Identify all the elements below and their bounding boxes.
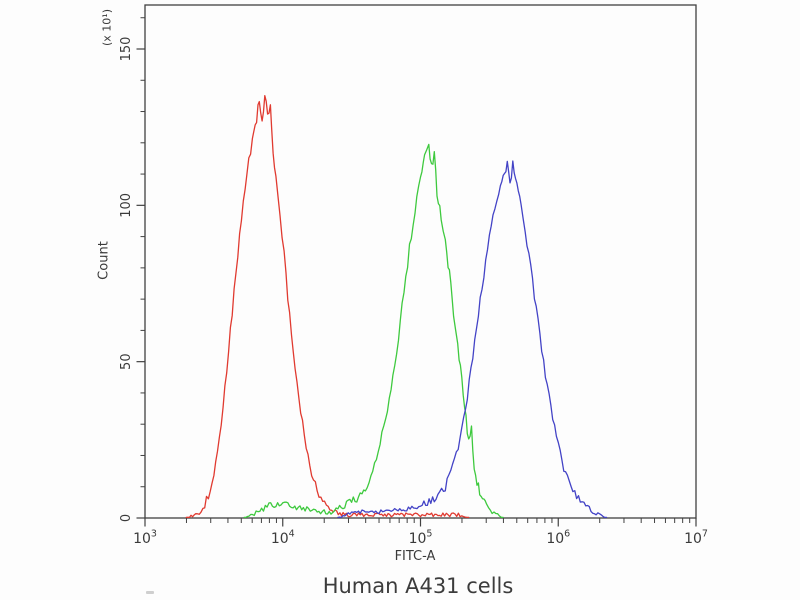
crop-artifact-mark	[146, 591, 154, 594]
series-green-curve	[243, 143, 504, 519]
x-tick-label: 106	[546, 529, 570, 548]
series-red-curve	[185, 95, 470, 519]
y-tick-label: 100	[119, 193, 134, 218]
plot-frame	[144, 4, 697, 519]
y-axis-title: Count	[96, 241, 112, 280]
y-tick-label: 0	[119, 514, 134, 522]
y-tick-label: 50	[119, 353, 134, 370]
series-blue-curve	[337, 160, 608, 519]
x-tick-label: 107	[684, 529, 708, 548]
y-tick-label: 150	[119, 37, 134, 62]
x-axis-title: FITC-A	[394, 549, 436, 564]
chart-title: Human A431 cells	[322, 574, 514, 598]
x-tick-label: 103	[133, 529, 157, 548]
y-axis-multiplier-label: (x 10¹)	[100, 9, 114, 46]
x-tick-label: 105	[409, 529, 433, 548]
x-tick-label: 104	[271, 529, 295, 548]
